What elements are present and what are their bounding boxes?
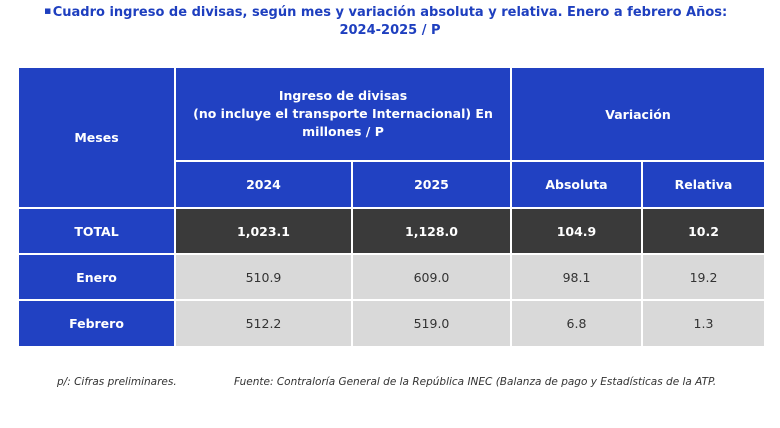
header-line: (no incluye el transporte Internacional)… — [193, 106, 493, 121]
row-label: Enero — [18, 254, 175, 300]
header-line: Ingreso de divisas — [278, 88, 408, 103]
header-cell: 2025 — [352, 161, 511, 208]
note: p/: Cifras preliminares. — [57, 376, 177, 388]
data-cell: 512.2 — [175, 300, 352, 347]
header-cell: 2024 — [175, 161, 352, 208]
title: Cuadro ingreso de divisas, según mes y v… — [52, 5, 728, 38]
header-cell: Ingreso de divisas (no incluye el transpo… — [175, 67, 511, 161]
data-cell: 1.3 — [642, 300, 765, 347]
header-cell: Relativa — [642, 161, 765, 208]
header-cell: Absoluta — [511, 161, 642, 208]
data-cell: 6.8 — [511, 300, 642, 347]
data-cell: 104.9 — [511, 208, 642, 254]
data-cell: 10.2 — [642, 208, 765, 254]
source: Fuente: Contraloría General de la Repúbl… — [234, 376, 717, 388]
row-label: TOTAL — [18, 208, 175, 254]
header-line: millones / P — [302, 124, 384, 139]
data-cell: 519.0 — [352, 300, 511, 347]
row-label: Febrero — [18, 300, 175, 347]
bullet: ▪ — [44, 4, 52, 17]
data-cell: 1,128.0 — [352, 208, 511, 254]
data-cell: 19.2 — [642, 254, 765, 300]
data-cell: 609.0 — [352, 254, 511, 300]
data-cell: 1,023.1 — [175, 208, 352, 254]
header-cell: Meses — [18, 67, 175, 208]
data-cell: 510.9 — [175, 254, 352, 300]
header-cell: Variación — [511, 67, 765, 161]
data-cell: 98.1 — [511, 254, 642, 300]
